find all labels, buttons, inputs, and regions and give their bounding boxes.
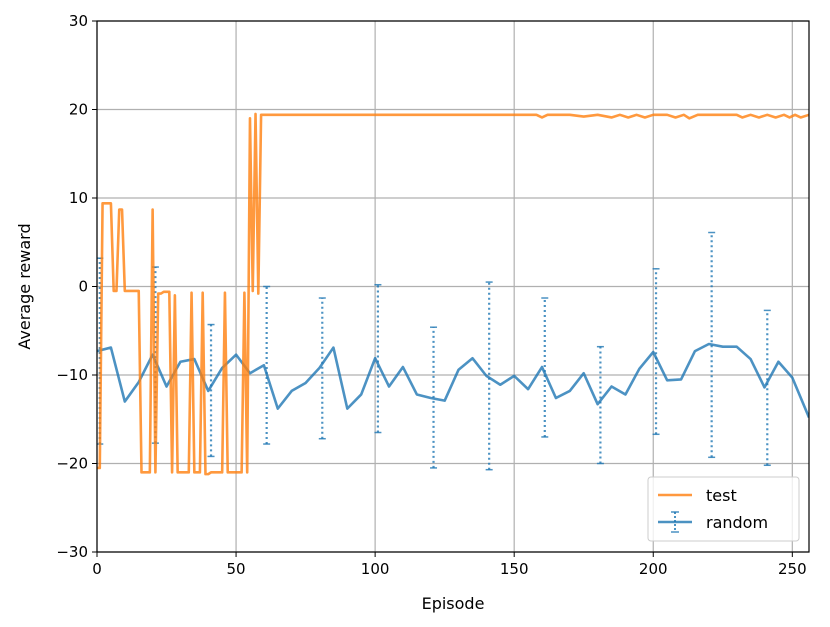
grid [96, 20, 809, 553]
x-tick-label: 100 [361, 560, 390, 578]
x-tick-label: 50 [227, 560, 246, 578]
legend-label-test: test [706, 486, 737, 505]
y-tick-label: −10 [56, 366, 88, 384]
x-axis-label: Episode [422, 594, 485, 613]
y-tick-label: −20 [56, 455, 88, 473]
ticks: 0 50 100 150 200 250 −30 −20 −10 0 10 20 30 [56, 12, 806, 578]
series-layer [97, 112, 809, 476]
y-tick-label: 0 [78, 278, 88, 296]
y-tick-label: 20 [69, 101, 88, 119]
legend: test random [647, 476, 800, 542]
legend-label-random: random [706, 513, 768, 532]
series-line-test [97, 112, 809, 476]
y-tick-label: 30 [69, 12, 88, 30]
x-tick-label: 150 [500, 560, 529, 578]
x-tick-label: 200 [639, 560, 668, 578]
legend-box [647, 476, 800, 542]
x-tick-label: 250 [778, 560, 807, 578]
series-line-random [97, 342, 809, 418]
x-tick-label: 0 [92, 560, 102, 578]
series-test [97, 112, 809, 476]
y-axis-label: Average reward [15, 223, 34, 349]
y-tick-label: 10 [69, 189, 88, 207]
y-tick-label: −30 [56, 543, 88, 561]
